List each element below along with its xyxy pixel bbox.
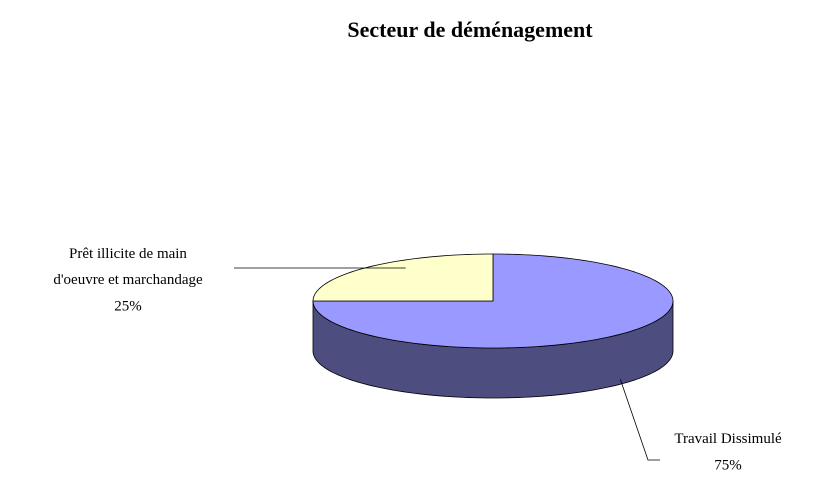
slice: [312, 253, 494, 302]
category-label-line: Travail Dissimulé: [674, 431, 782, 447]
category-label: Prêt illicite de main d'oeuvre et marchan…: [53, 246, 203, 288]
chart-title: Secteur de déménagement: [347, 17, 593, 42]
leader-line: [619, 379, 660, 461]
value-label: 75%: [714, 457, 742, 473]
value-label: 25%: [114, 298, 142, 314]
category-label-line: Prêt illicite de main: [69, 246, 187, 262]
category-label-line: d'oeuvre et marchandage: [53, 272, 203, 288]
category-label: Travail Dissimulé: [674, 431, 782, 447]
